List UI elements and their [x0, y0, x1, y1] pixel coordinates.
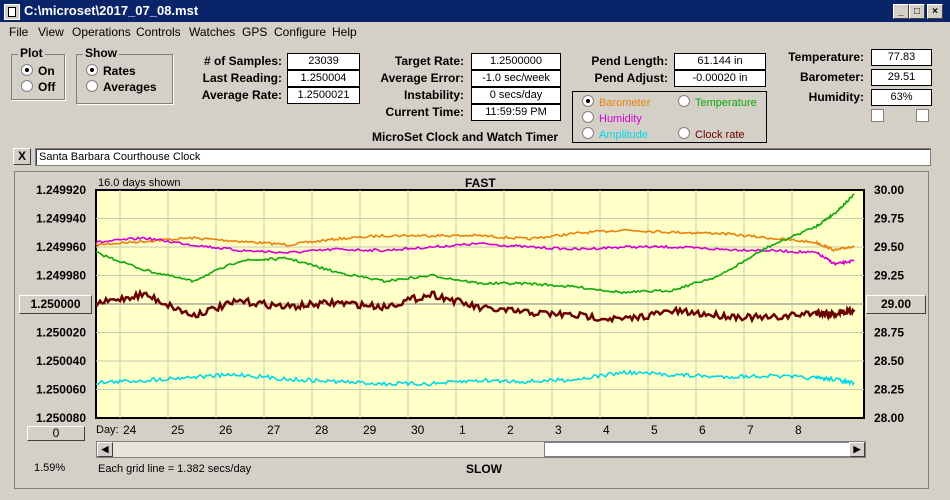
plot-on-label: On: [38, 64, 55, 78]
menu-configure[interactable]: Configure: [274, 25, 327, 39]
clock-rate-radio[interactable]: Clock rate: [678, 127, 745, 141]
clock-rate-option-label: Clock rate: [695, 129, 745, 141]
samples-field: 23039: [287, 53, 360, 70]
days-shown: 16.0 days shown: [98, 177, 181, 189]
pend-length-label: Pend Length:: [591, 54, 668, 68]
radio-dot-icon: [678, 95, 690, 107]
temperature-field: 77.83: [871, 49, 932, 66]
radio-dot-icon: [582, 95, 594, 107]
humidity-option-label: Humidity: [599, 113, 642, 125]
scroll-left-arrow-icon[interactable]: ◀: [97, 442, 113, 457]
pend-adjust-field: -0.00020 in: [674, 70, 766, 87]
instability-label: Instability:: [403, 88, 464, 102]
average-error-label: Average Error:: [380, 71, 464, 85]
note-text-field[interactable]: Santa Barbara Courthouse Clock: [35, 148, 931, 166]
menu-file[interactable]: File: [9, 25, 29, 39]
right-center-button[interactable]: 29.00: [866, 295, 926, 314]
radio-dot-icon: [678, 127, 690, 139]
option-checkbox-2[interactable]: [916, 109, 929, 122]
humidity-radio[interactable]: Humidity: [582, 111, 642, 125]
current-time-label: Current Time:: [385, 105, 464, 119]
radio-dot-icon: [86, 64, 98, 76]
left-center-button[interactable]: 1.250000: [19, 295, 92, 314]
show-rates-radio[interactable]: Rates: [86, 64, 136, 78]
percent-readout: 1.59%: [34, 462, 66, 474]
radio-dot-icon: [21, 64, 33, 76]
slow-label: SLOW: [466, 462, 502, 476]
day-label: Day:: [96, 424, 119, 436]
barometer-option-label: Barometer: [599, 97, 651, 109]
option-checkbox-1[interactable]: [871, 109, 884, 122]
pend-length-field: 61.144 in: [674, 53, 766, 70]
barometer-field: 29.51: [871, 69, 932, 86]
menu-gps[interactable]: GPS: [242, 25, 268, 39]
show-group-title: Show: [83, 46, 119, 60]
plot-on-radio[interactable]: On: [21, 64, 55, 78]
minimize-button[interactable]: _: [893, 4, 909, 19]
barometer-radio[interactable]: Barometer: [582, 95, 650, 109]
barometer-label: Barometer:: [799, 70, 864, 84]
left-bottom-button[interactable]: 0: [27, 426, 85, 441]
radio-dot-icon: [86, 80, 98, 92]
menu-watches[interactable]: Watches: [189, 25, 236, 39]
amplitude-radio[interactable]: Amplitude: [582, 127, 648, 141]
plot-group: Plot: [11, 46, 65, 100]
menu-operations[interactable]: Operations: [72, 25, 131, 39]
plot-group-title: Plot: [18, 46, 45, 60]
show-averages-radio[interactable]: Averages: [86, 80, 157, 94]
menu-controls[interactable]: Controls: [136, 25, 181, 39]
average-error-field: -1.0 sec/week: [471, 70, 561, 87]
temperature-radio[interactable]: Temperature: [678, 95, 757, 109]
note-close-button[interactable]: X: [13, 148, 31, 165]
samples-label: # of Samples:: [203, 54, 282, 68]
close-window-button[interactable]: ×: [927, 4, 943, 19]
window-title: C:\microset\2017_07_08.mst: [24, 3, 199, 18]
pend-adjust-label: Pend Adjust:: [594, 71, 668, 85]
target-rate-label: Target Rate:: [394, 54, 464, 68]
plot-off-label: Off: [38, 80, 56, 94]
temperature-option-label: Temperature: [695, 97, 757, 109]
scroll-thumb[interactable]: [544, 442, 850, 457]
show-group: Show: [76, 46, 173, 104]
radio-dot-icon: [21, 80, 33, 92]
amplitude-option-label: Amplitude: [599, 129, 648, 141]
last-reading-label: Last Reading:: [202, 71, 282, 85]
menu-bar: File View Operations Controls Watches GP…: [0, 22, 950, 42]
instability-field: 0 secs/day: [471, 87, 561, 104]
temperature-label: Temperature:: [788, 50, 864, 64]
scroll-right-arrow-icon[interactable]: ▶: [849, 442, 865, 457]
chart-frame: [14, 171, 929, 489]
note-text: Santa Barbara Courthouse Clock: [39, 151, 201, 163]
show-rates-label: Rates: [103, 64, 136, 78]
title-bar: C:\microset\2017_07_08.mst _ □ ×: [0, 0, 950, 22]
menu-view[interactable]: View: [38, 25, 64, 39]
show-averages-label: Averages: [103, 80, 157, 94]
menu-help[interactable]: Help: [332, 25, 357, 39]
target-rate-field[interactable]: 1.2500000: [471, 53, 561, 70]
average-rate-field: 1.2500021: [287, 87, 360, 104]
fast-label: FAST: [465, 176, 496, 190]
radio-dot-icon: [582, 111, 594, 123]
grid-note: Each grid line = 1.382 secs/day: [98, 463, 252, 475]
last-reading-field: 1.250004: [287, 70, 360, 87]
radio-dot-icon: [582, 127, 594, 139]
app-caption: MicroSet Clock and Watch Timer: [372, 130, 559, 144]
sensor-select-box: [572, 91, 767, 143]
app-icon[interactable]: [4, 4, 20, 20]
humidity-field: 63%: [871, 89, 932, 106]
average-rate-label: Average Rate:: [201, 88, 282, 102]
maximize-button[interactable]: □: [909, 4, 925, 19]
humidity-label: Humidity:: [808, 90, 864, 104]
current-time-field: 11:59:59 PM: [471, 104, 561, 121]
plot-off-radio[interactable]: Off: [21, 80, 55, 94]
